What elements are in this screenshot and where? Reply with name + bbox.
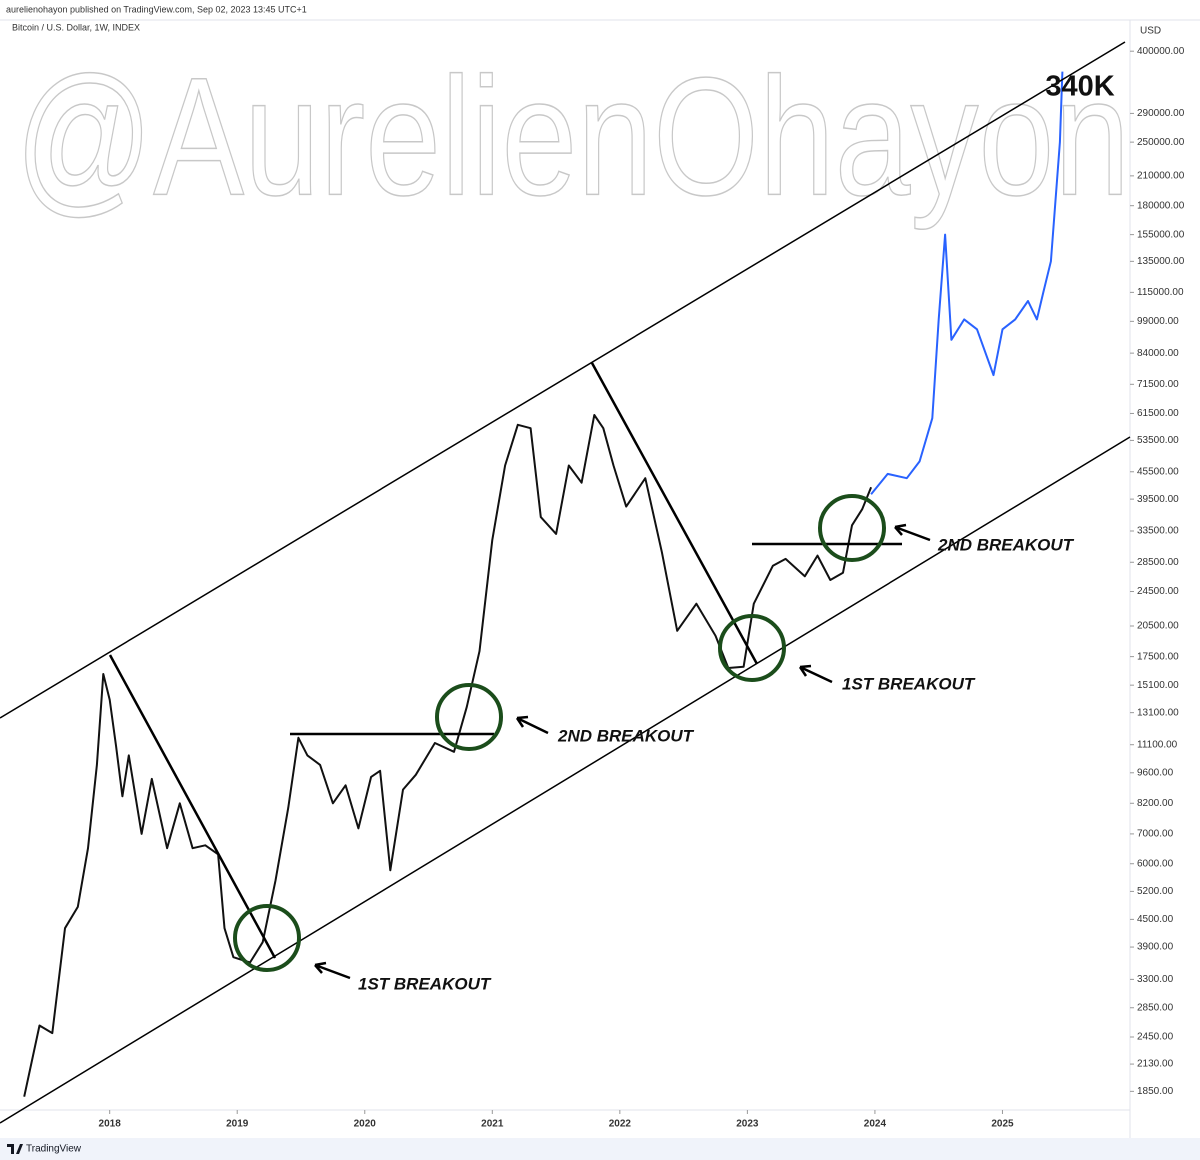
y-tick-label: 2850.00 [1137,1002,1174,1013]
y-tick-label: 33500.00 [1137,526,1179,537]
y-tick-label: 155000.00 [1137,229,1185,240]
y-tick-label: 135000.00 [1137,256,1185,267]
breakout-label: 1ST BREAKOUT [842,674,976,693]
y-tick-label: 99000.00 [1137,316,1179,327]
channel-upper [0,41,1126,719]
breakout-label: 2ND BREAKOUT [557,726,695,745]
arrow [894,523,931,542]
breakout-circle [233,904,301,972]
y-tick-label: 11100.00 [1137,739,1178,750]
y-tick-label: 84000.00 [1137,348,1179,359]
y-tick-label: 290000.00 [1137,108,1185,119]
y-tick-label: 28500.00 [1137,557,1179,568]
breakout-label: 1ST BREAKOUT [358,974,492,993]
x-tick-label: 2025 [991,1119,1014,1130]
y-tick-label: 24500.00 [1137,586,1179,597]
y-tick-label: 115000.00 [1137,287,1184,298]
y-tick-label: 3300.00 [1137,974,1174,985]
y-tick-label: 250000.00 [1137,137,1185,148]
publisher-info: aurelienohayon published on TradingView.… [6,4,307,14]
footer-brand: TradingView [26,1144,82,1155]
x-tick-label: 2023 [736,1119,759,1130]
price-line [870,71,1064,495]
x-tick-label: 2019 [226,1119,249,1130]
breakout-circle [435,683,503,751]
symbol-info: Bitcoin / U.S. Dollar, 1W, INDEX [12,22,140,32]
y-tick-label: 5200.00 [1137,886,1174,897]
y-tick-label: 71500.00 [1137,379,1179,390]
watermark: @AurelienOhayon [15,42,1130,230]
y-tick-label: 6000.00 [1137,858,1174,869]
target-label: 340K [1045,71,1114,103]
price-line [23,414,873,1097]
plot [23,71,1064,1097]
breakout-circle [818,494,886,562]
y-tick-label: 15100.00 [1137,680,1179,691]
y-tick-label: 1850.00 [1137,1086,1174,1097]
drawings [0,41,1131,1124]
x-tick-label: 2018 [99,1119,122,1130]
y-tick-label: 2450.00 [1137,1032,1174,1043]
trend-line [108,654,277,959]
y-tick-label: 4500.00 [1137,914,1174,925]
arrow [314,961,351,980]
channel-lower [0,436,1131,1124]
trend-line [590,362,759,665]
arrows [314,523,931,980]
currency-label: USD [1140,26,1161,37]
y-tick-label: 20500.00 [1137,621,1179,632]
breakout-circle [718,614,786,682]
y-tick-label: 400000.00 [1137,46,1185,57]
y-tick-label: 210000.00 [1137,171,1185,182]
y-tick-label: 7000.00 [1137,829,1174,840]
y-tick-label: 9600.00 [1137,767,1174,778]
tv-logo [7,1144,23,1154]
y-tick-label: 2130.00 [1137,1059,1174,1070]
arrow [798,664,833,684]
y-tick-label: 180000.00 [1137,200,1185,211]
x-tick-label: 2021 [481,1119,504,1130]
y-tick-label: 8200.00 [1137,798,1174,809]
y-tick-label: 3900.00 [1137,942,1174,953]
x-tick-label: 2022 [609,1119,632,1130]
y-tick-label: 39500.00 [1137,494,1179,505]
y-tick-label: 17500.00 [1137,651,1179,662]
y-tick-label: 53500.00 [1137,435,1179,446]
y-tick-label: 61500.00 [1137,408,1179,419]
y-tick-label: 45500.00 [1137,466,1179,477]
footer [0,1138,1200,1160]
x-tick-label: 2020 [354,1119,377,1130]
x-tick-label: 2024 [864,1119,887,1130]
arrow [515,715,549,735]
breakout-label: 2ND BREAKOUT [937,535,1075,554]
y-tick-label: 13100.00 [1137,707,1179,718]
